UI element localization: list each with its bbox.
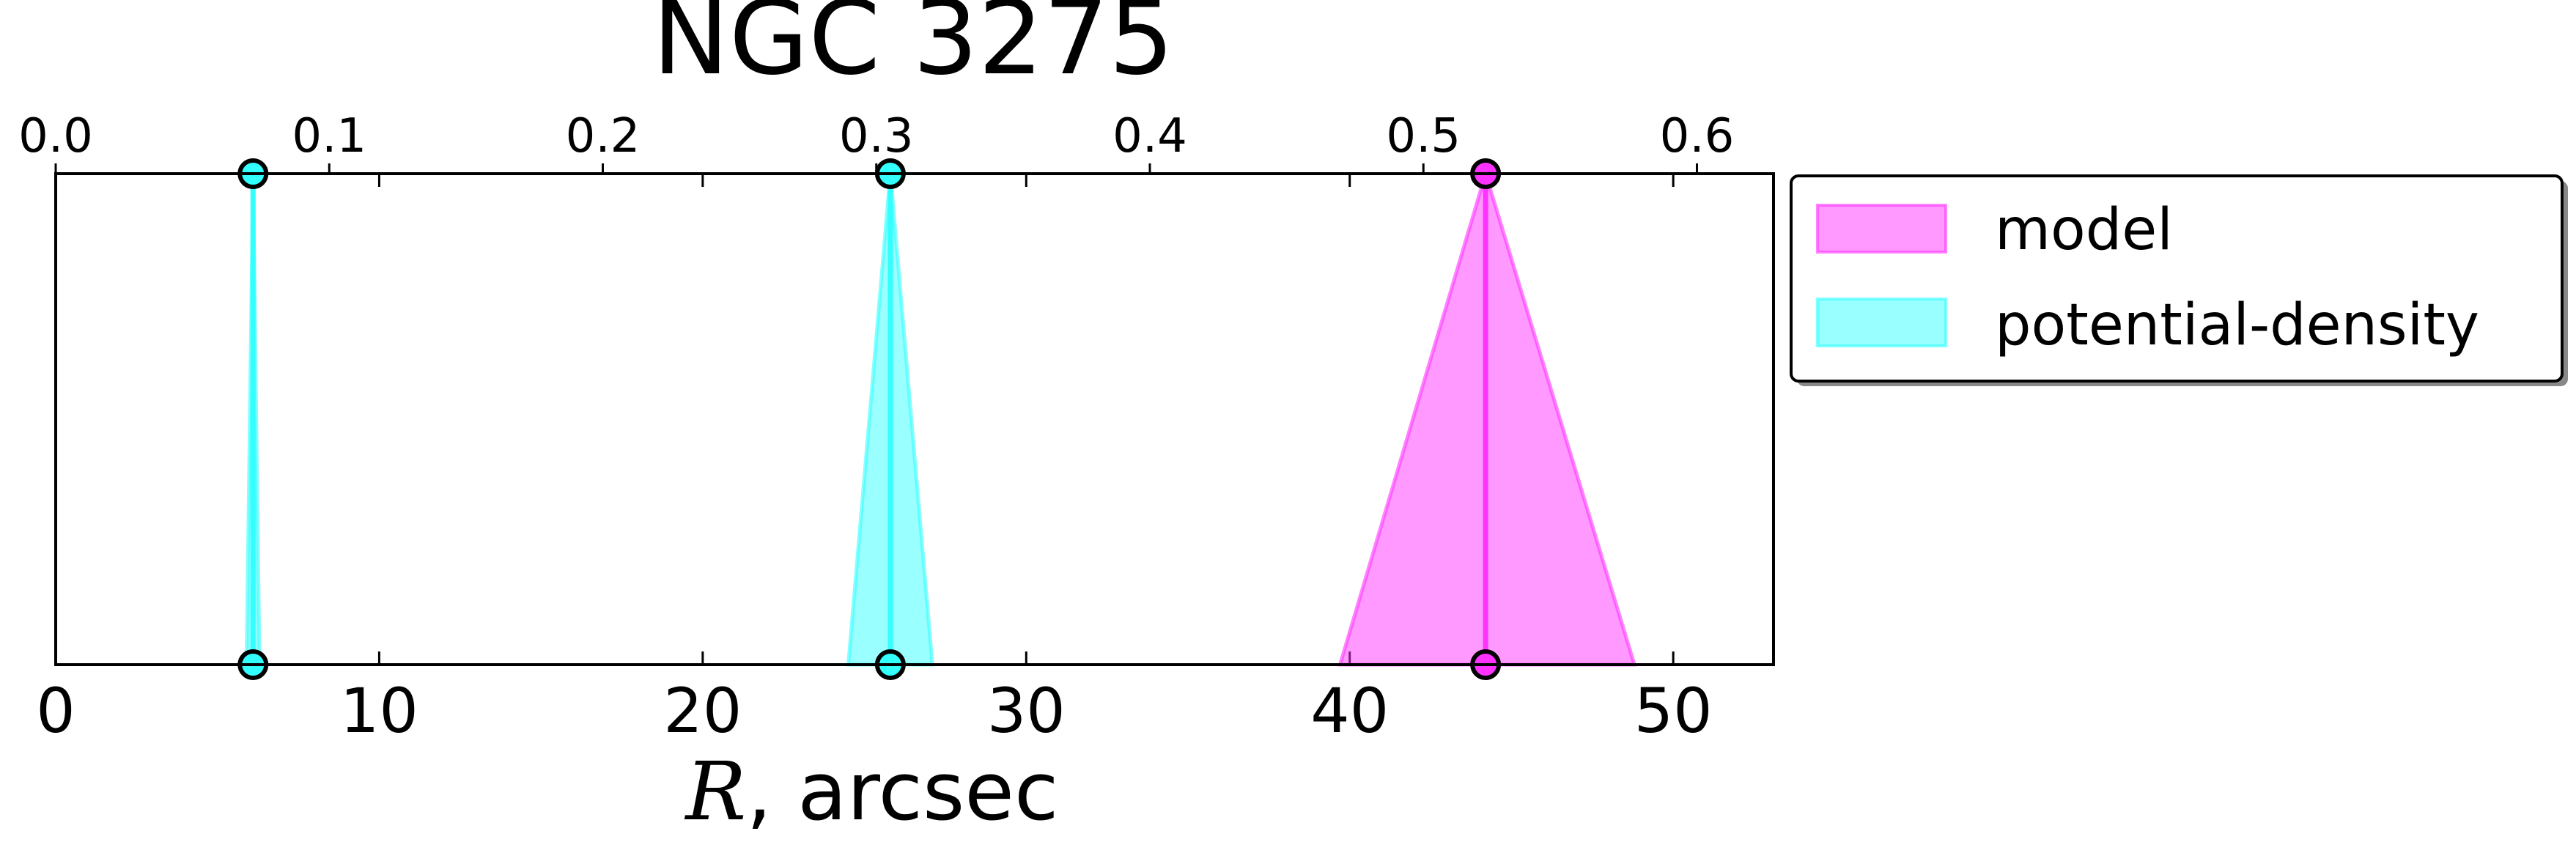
- legend-swatch-potential-density: [1816, 298, 1947, 347]
- legend-label-model: model: [1995, 197, 2173, 263]
- top-tick-label: 0.4: [1112, 109, 1187, 163]
- top-tick-label: 0.6: [1660, 109, 1735, 163]
- chart-title: NGC 3275: [652, 0, 1174, 98]
- top-tick-label: 0.1: [292, 109, 366, 163]
- top-tick-label: 0.2: [566, 109, 641, 163]
- x-tick-label: 30: [987, 675, 1066, 747]
- top-tick-label: 0.0: [18, 109, 93, 163]
- top-axis: 0.0 0.1 0.2 0.3 0.4 0.5 0.6: [18, 109, 1734, 174]
- x-axis-label: R, arcsec: [684, 745, 1059, 838]
- x-tick-label: 10: [340, 675, 418, 747]
- legend: model potential-density: [1790, 174, 2568, 386]
- x-tick-label: 50: [1634, 675, 1713, 747]
- plot-frame: [54, 172, 1775, 666]
- x-axis-symbol: R: [684, 745, 747, 838]
- x-tick-label: 20: [663, 675, 742, 747]
- x-axis-unit: , arcsec: [746, 745, 1058, 838]
- top-tick-label: 0.3: [839, 109, 914, 163]
- legend-box: [1790, 174, 2564, 383]
- legend-swatch-model: [1816, 204, 1947, 254]
- top-tick-label: 0.5: [1386, 109, 1461, 163]
- x-tick-label: 0: [36, 675, 75, 747]
- x-tick-label: 40: [1310, 675, 1389, 747]
- bottom-axis: 0 10 20 30 40 50: [36, 174, 1713, 747]
- plot-marks: [237, 158, 1637, 680]
- legend-label-potential-density: potential-density: [1995, 292, 2479, 358]
